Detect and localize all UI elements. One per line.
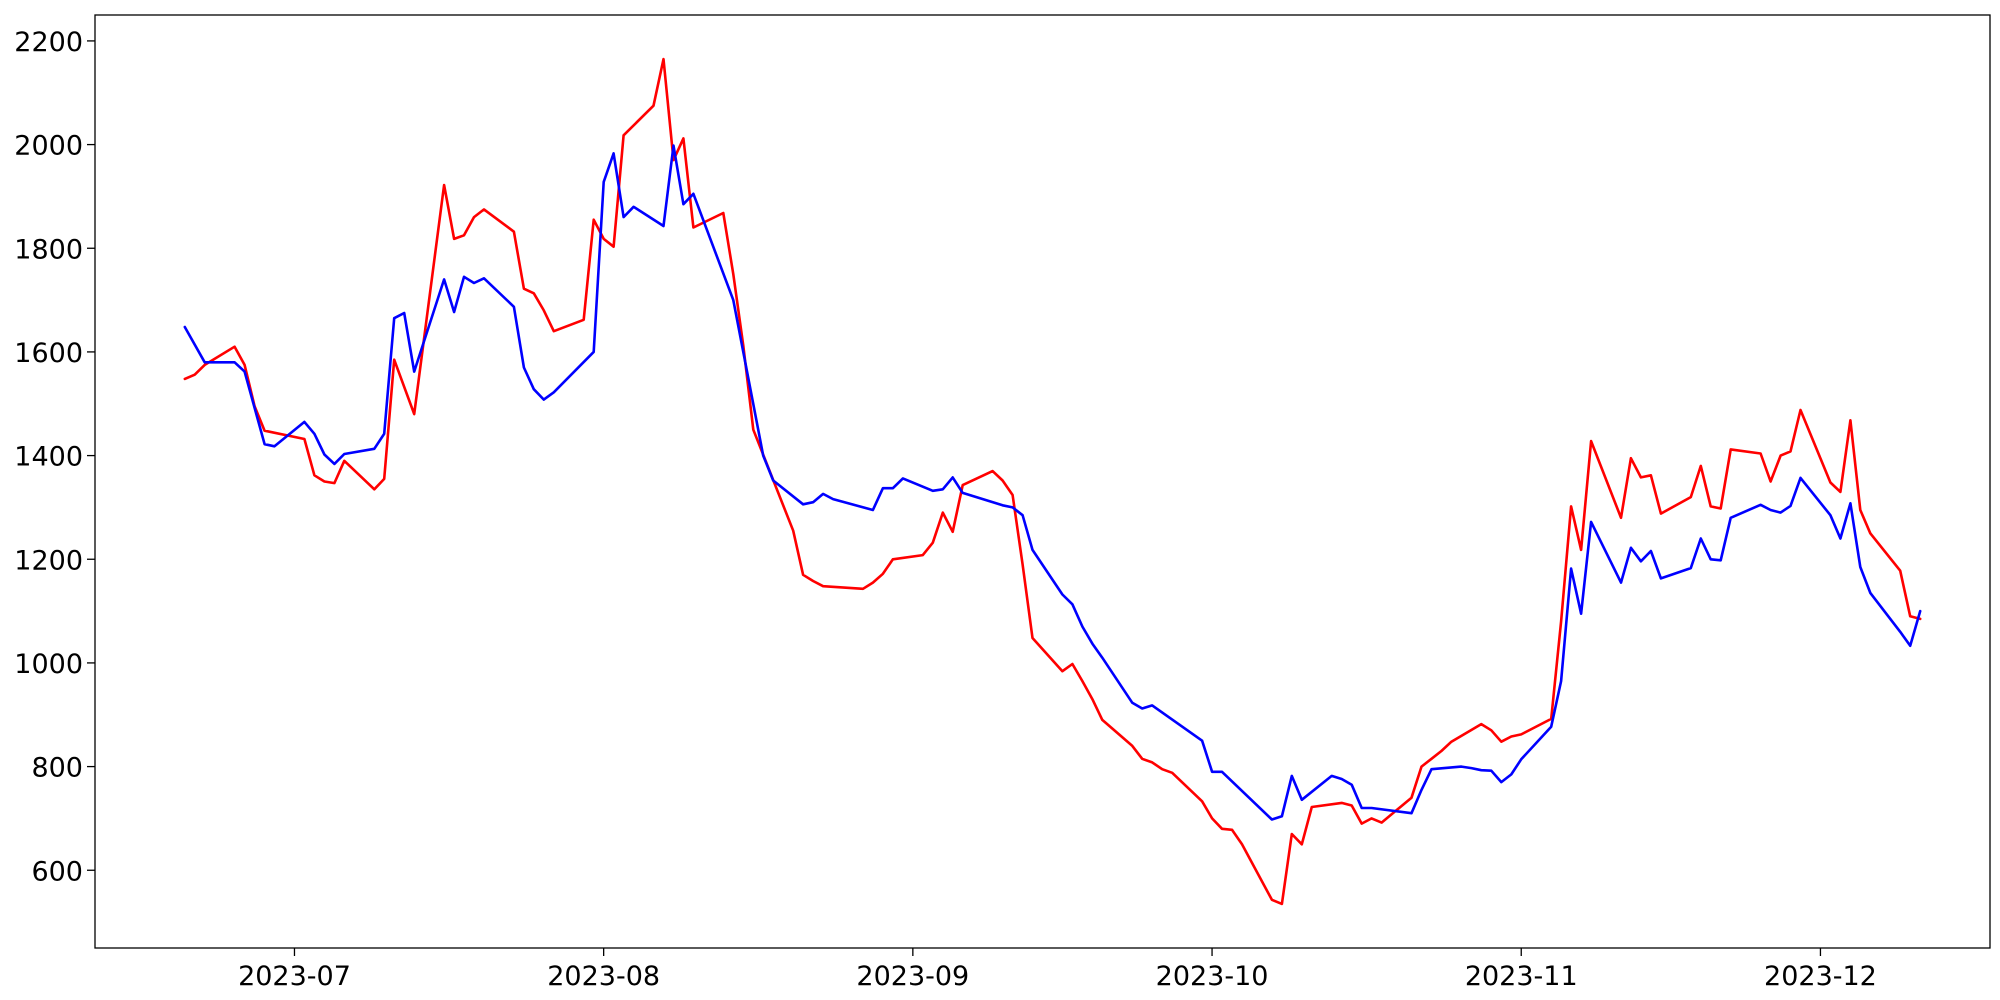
y-tick-label: 2000 — [14, 131, 83, 162]
y-tick-label: 1400 — [14, 442, 83, 473]
y-tick-label: 600 — [31, 856, 83, 887]
y-tick-label: 1000 — [14, 649, 83, 680]
red-series-line — [183, 57, 1922, 906]
x-tick-label: 2023-10 — [1156, 961, 1269, 992]
x-tick-label: 2023-09 — [856, 961, 969, 992]
y-tick-label: 1600 — [14, 338, 83, 369]
y-tick-label: 1800 — [14, 234, 83, 265]
x-tick-label: 2023-08 — [547, 961, 660, 992]
x-axis: 2023-07 2023-08 2023-09 2023-10 2023-11 2023-… — [238, 948, 1877, 992]
x-tick-label: 2023-12 — [1764, 961, 1877, 992]
plot-area — [94, 14, 1991, 949]
series-layer — [183, 57, 1922, 906]
x-tick-label: 2023-07 — [238, 961, 351, 992]
x-tick-label: 2023-11 — [1465, 961, 1578, 992]
y-tick-label: 1200 — [14, 545, 83, 576]
y-axis: 600 800 1000 1200 1400 1600 1800 2000 2200 — [14, 27, 95, 887]
y-tick-label: 2200 — [14, 27, 83, 58]
y-tick-label: 800 — [31, 753, 83, 784]
blue-series-line — [183, 144, 1922, 821]
